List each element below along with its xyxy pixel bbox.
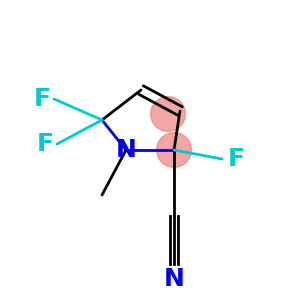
Text: N: N xyxy=(116,138,136,162)
Text: F: F xyxy=(228,147,245,171)
Circle shape xyxy=(151,97,185,131)
Circle shape xyxy=(157,133,191,167)
Text: F: F xyxy=(34,87,51,111)
Text: N: N xyxy=(164,267,184,291)
Text: F: F xyxy=(37,132,54,156)
